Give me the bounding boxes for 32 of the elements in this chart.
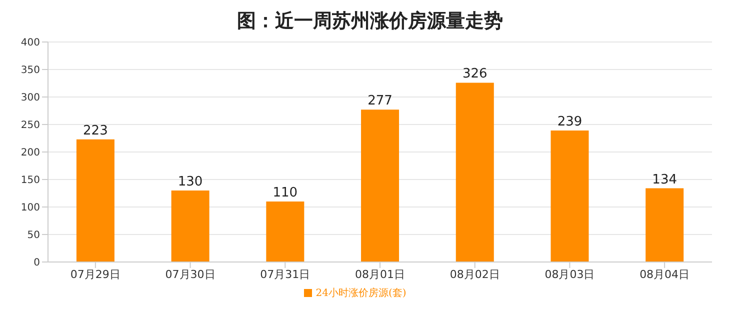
bar (76, 139, 114, 262)
x-tick-label: 07月29日 (70, 268, 120, 281)
data-label: 134 (652, 172, 678, 188)
x-tick-label: 08月04日 (640, 268, 690, 281)
y-tick-label: 0 (34, 258, 40, 269)
data-label: 130 (178, 174, 203, 190)
y-tick-label: 150 (20, 175, 40, 186)
y-tick-label: 200 (20, 148, 40, 159)
x-tick-label: 07月31日 (260, 268, 310, 281)
data-label: 277 (368, 94, 392, 109)
data-label: 326 (462, 66, 488, 82)
data-label: 110 (272, 186, 298, 200)
y-tick-label: 50 (27, 230, 40, 242)
y-tick-label: 250 (20, 120, 40, 132)
y-tick-label: 100 (20, 202, 40, 214)
bar (361, 110, 400, 262)
chart-title: 图：近一周苏州涨价房源量走势 (236, 9, 504, 34)
x-tick-label: 08月02日 (450, 268, 500, 281)
data-label: 223 (83, 123, 108, 138)
y-tick-label: 400 (20, 38, 40, 49)
data-label: 239 (557, 114, 582, 130)
bar (456, 82, 494, 262)
bar (550, 130, 589, 262)
y-tick-label: 300 (20, 92, 40, 104)
bar (266, 202, 304, 262)
x-tick-label: 07月30日 (165, 268, 216, 281)
bar (171, 190, 210, 262)
x-tick-label: 08月01日 (355, 268, 405, 281)
bar (646, 188, 684, 262)
legend-label: 24小时涨价房源(套) (316, 288, 406, 299)
y-tick-label: 350 (20, 65, 40, 76)
x-tick-label: 08月03日 (544, 268, 595, 281)
